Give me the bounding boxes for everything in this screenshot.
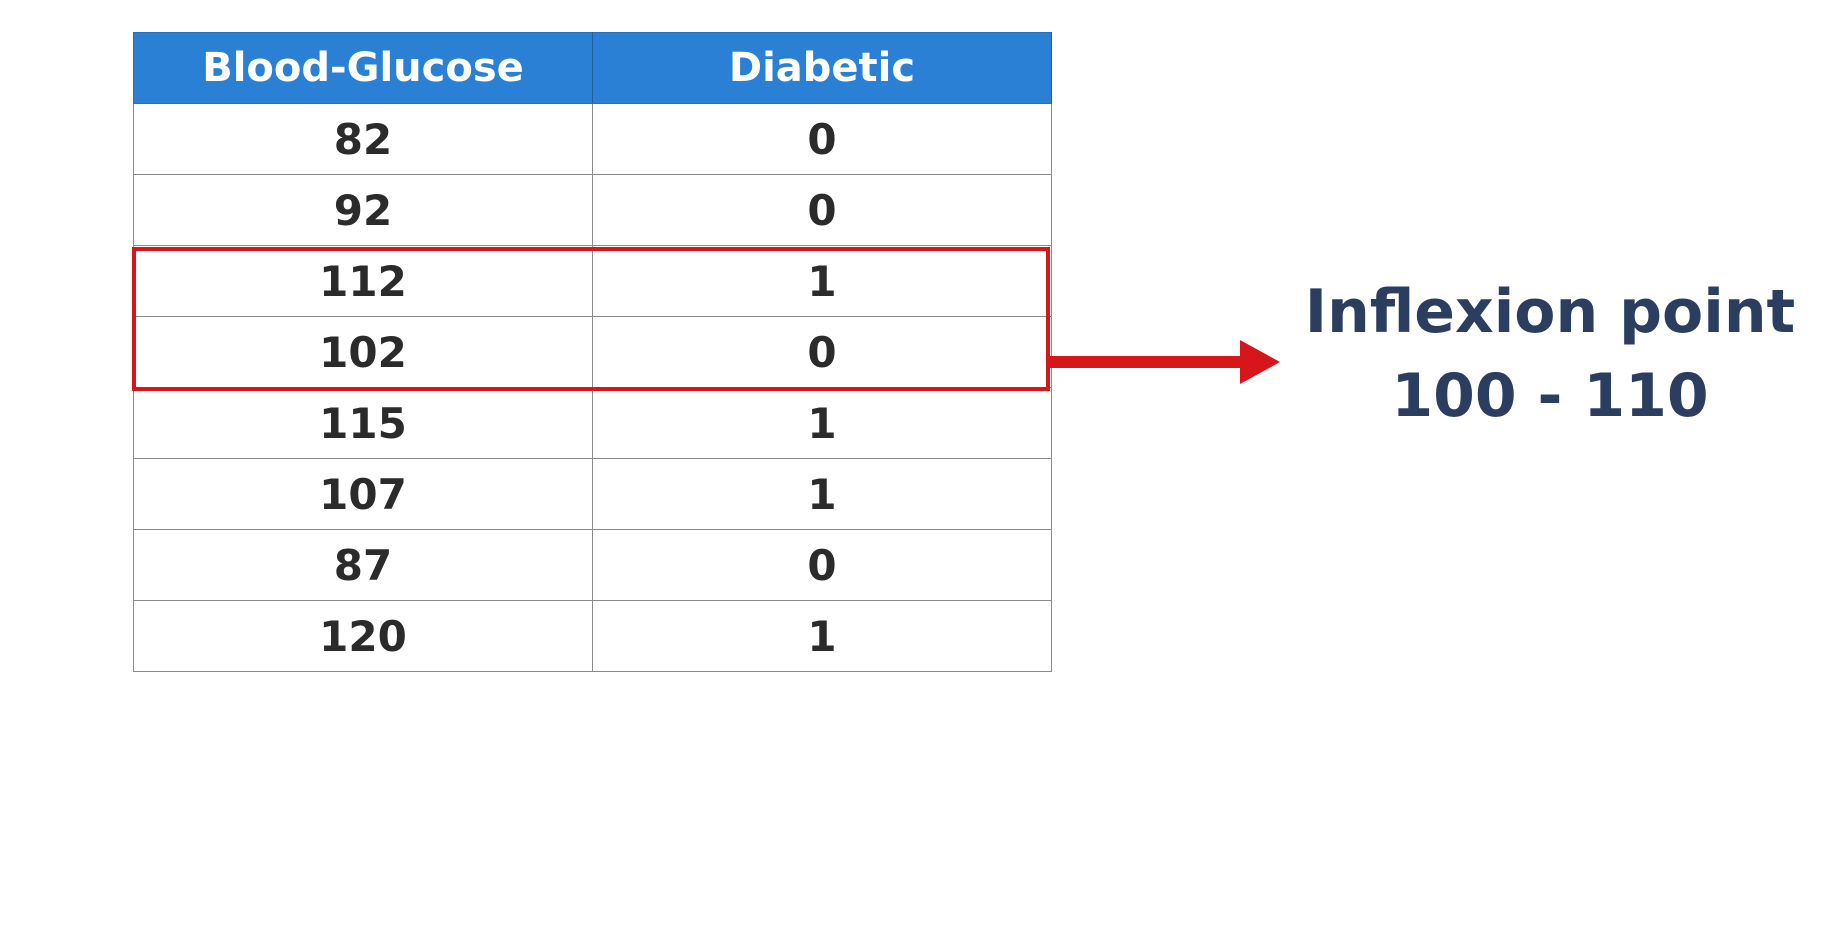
diabetic-cell: 1 bbox=[592, 600, 1052, 672]
diabetic-cell: 1 bbox=[592, 387, 1052, 459]
blood-glucose-cell: 92 bbox=[133, 174, 593, 246]
diabetic-cell: 1 bbox=[592, 458, 1052, 530]
diabetic-cell: 0 bbox=[592, 174, 1052, 246]
blood-glucose-cell: 115 bbox=[133, 387, 593, 459]
glucose-table: Blood-Glucose Diabetic 82 0 92 0 112 1 1… bbox=[133, 32, 1052, 672]
table-row: 87 0 bbox=[133, 529, 1052, 601]
table-row: 115 1 bbox=[133, 387, 1052, 459]
annotation-title: Inflexion point bbox=[1304, 277, 1796, 347]
diabetic-cell: 0 bbox=[592, 103, 1052, 175]
blood-glucose-cell: 112 bbox=[133, 245, 593, 317]
blood-glucose-cell: 107 bbox=[133, 458, 593, 530]
table-row-highlighted: 102 0 bbox=[133, 316, 1052, 388]
blood-glucose-cell: 82 bbox=[133, 103, 593, 175]
diabetic-cell: 1 bbox=[592, 245, 1052, 317]
table-row-highlighted: 112 1 bbox=[133, 245, 1052, 317]
table-row: 107 1 bbox=[133, 458, 1052, 530]
table-row: 120 1 bbox=[133, 600, 1052, 672]
arrow-shaft bbox=[1050, 356, 1246, 368]
column-header-diabetic: Diabetic bbox=[592, 32, 1052, 104]
blood-glucose-cell: 87 bbox=[133, 529, 593, 601]
diabetic-cell: 0 bbox=[592, 529, 1052, 601]
column-header-blood-glucose: Blood-Glucose bbox=[133, 32, 593, 104]
blood-glucose-cell: 120 bbox=[133, 600, 593, 672]
diabetic-cell: 0 bbox=[592, 316, 1052, 388]
inflexion-annotation: Inflexion point 100 - 110 bbox=[1300, 270, 1800, 438]
arrow-head bbox=[1240, 340, 1280, 384]
blood-glucose-cell: 102 bbox=[133, 316, 593, 388]
table-header-row: Blood-Glucose Diabetic bbox=[133, 32, 1052, 104]
table-row: 92 0 bbox=[133, 174, 1052, 246]
annotation-range: 100 - 110 bbox=[1391, 361, 1709, 431]
table-row: 82 0 bbox=[133, 103, 1052, 175]
arrow-right-icon bbox=[1050, 340, 1280, 384]
